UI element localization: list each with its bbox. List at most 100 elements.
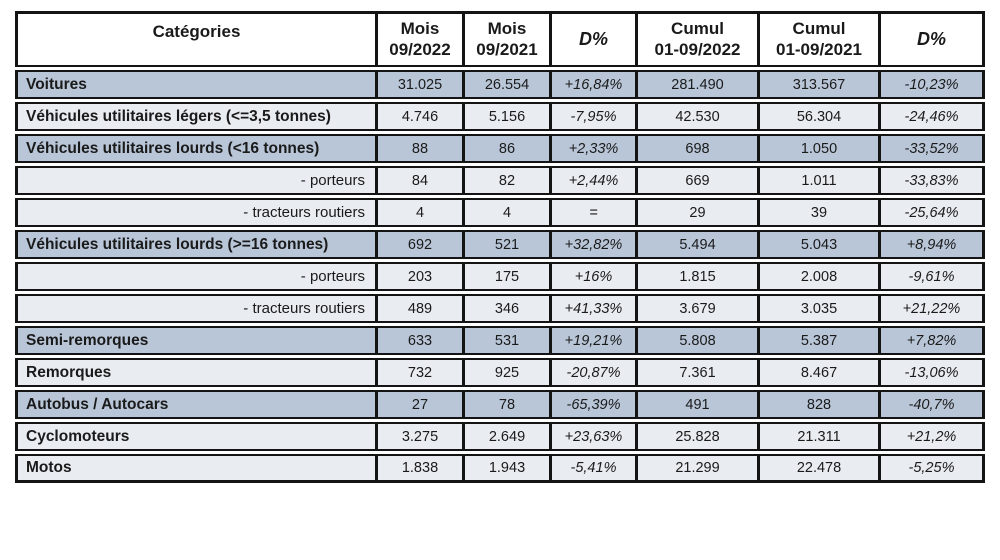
column-header-categories: Catégories [15, 11, 375, 67]
table-row: - tracteurs routiers 489 346 +41,33% 3.6… [15, 294, 985, 323]
table-row: Véhicules utilitaires lourds (>=16 tonne… [15, 230, 985, 259]
delta-month-cell: +19,21% [549, 326, 635, 355]
table-header: Catégories Mois 09/2022 Mois 09/2021 D% … [15, 11, 985, 67]
table-row: Véhicules utilitaires lourds (<16 tonnes… [15, 134, 985, 163]
delta-cumul-cell: -33,83% [878, 166, 985, 195]
month-2022-cell: 3.275 [375, 422, 462, 451]
cumul-2021-cell: 39 [757, 198, 878, 227]
table-row: Cyclomoteurs 3.275 2.649 +23,63% 25.828 … [15, 422, 985, 451]
month-2022-cell: 88 [375, 134, 462, 163]
delta-month-cell: +41,33% [549, 294, 635, 323]
month-2021-cell: 5.156 [462, 102, 549, 131]
cumul-2022-cell: 5.808 [635, 326, 757, 355]
category-cell: Véhicules utilitaires lourds (>=16 tonne… [15, 230, 375, 259]
delta-cumul-cell: -5,25% [878, 454, 985, 483]
delta-cumul-cell: -13,06% [878, 358, 985, 387]
delta-cumul-cell: +21,22% [878, 294, 985, 323]
cumul-2021-cell: 313.567 [757, 70, 878, 99]
category-cell: Cyclomoteurs [15, 422, 375, 451]
month-2022-cell: 27 [375, 390, 462, 419]
column-header-delta-cumul: D% [878, 11, 985, 67]
month-2022-cell: 4.746 [375, 102, 462, 131]
header-line: Cumul [671, 18, 724, 38]
cumul-2022-cell: 1.815 [635, 262, 757, 291]
delta-month-cell: +23,63% [549, 422, 635, 451]
header-line: 01-09/2022 [654, 39, 741, 59]
cumul-2021-cell: 1.011 [757, 166, 878, 195]
cumul-2022-cell: 29 [635, 198, 757, 227]
delta-cumul-cell: -10,23% [878, 70, 985, 99]
cumul-2022-cell: 42.530 [635, 102, 757, 131]
month-2021-cell: 82 [462, 166, 549, 195]
table-row: Remorques 732 925 -20,87% 7.361 8.467 -1… [15, 358, 985, 387]
column-header-cumul-2022: Cumul 01-09/2022 [635, 11, 757, 67]
month-2021-cell: 4 [462, 198, 549, 227]
delta-month-cell: +2,44% [549, 166, 635, 195]
table-row: Motos 1.838 1.943 -5,41% 21.299 22.478 -… [15, 454, 985, 483]
month-2022-cell: 203 [375, 262, 462, 291]
month-2021-cell: 531 [462, 326, 549, 355]
header-line: Cumul [792, 18, 846, 38]
month-2022-cell: 633 [375, 326, 462, 355]
category-cell: Véhicules utilitaires lourds (<16 tonnes… [15, 134, 375, 163]
cumul-2021-cell: 2.008 [757, 262, 878, 291]
table-row: - porteurs 84 82 +2,44% 669 1.011 -33,83… [15, 166, 985, 195]
header-line: 09/2021 [476, 39, 538, 59]
month-2022-cell: 732 [375, 358, 462, 387]
delta-cumul-cell: -9,61% [878, 262, 985, 291]
header-line: Mois [487, 18, 527, 38]
month-2022-cell: 31.025 [375, 70, 462, 99]
cumul-2021-cell: 21.311 [757, 422, 878, 451]
category-cell: Motos [15, 454, 375, 483]
header-row: Catégories Mois 09/2022 Mois 09/2021 D% … [15, 11, 985, 67]
month-2021-cell: 925 [462, 358, 549, 387]
category-cell: Véhicules utilitaires légers (<=3,5 tonn… [15, 102, 375, 131]
column-header-delta-month: D% [549, 11, 635, 67]
month-2021-cell: 175 [462, 262, 549, 291]
delta-cumul-cell: +21,2% [878, 422, 985, 451]
delta-cumul-cell: -33,52% [878, 134, 985, 163]
cumul-2022-cell: 5.494 [635, 230, 757, 259]
table-row: Semi-remorques 633 531 +19,21% 5.808 5.3… [15, 326, 985, 355]
cumul-2021-cell: 828 [757, 390, 878, 419]
cumul-2021-cell: 5.043 [757, 230, 878, 259]
table-row: Autobus / Autocars 27 78 -65,39% 491 828… [15, 390, 985, 419]
delta-month-cell: +16,84% [549, 70, 635, 99]
category-cell: Semi-remorques [15, 326, 375, 355]
category-cell: Voitures [15, 70, 375, 99]
header-line: 01-09/2021 [775, 39, 863, 59]
delta-month-cell: +2,33% [549, 134, 635, 163]
category-cell: - porteurs [15, 262, 375, 291]
cumul-2021-cell: 5.387 [757, 326, 878, 355]
month-2021-cell: 521 [462, 230, 549, 259]
table-body: Voitures 31.025 26.554 +16,84% 281.490 3… [15, 70, 985, 483]
header-line: 09/2022 [389, 39, 451, 59]
category-cell: Autobus / Autocars [15, 390, 375, 419]
delta-cumul-cell: -25,64% [878, 198, 985, 227]
cumul-2022-cell: 7.361 [635, 358, 757, 387]
cumul-2021-cell: 8.467 [757, 358, 878, 387]
month-2021-cell: 346 [462, 294, 549, 323]
table-row: Voitures 31.025 26.554 +16,84% 281.490 3… [15, 70, 985, 99]
delta-month-cell: -65,39% [549, 390, 635, 419]
table-row: - tracteurs routiers 4 4 = 29 39 -25,64% [15, 198, 985, 227]
column-header-mois-2021: Mois 09/2021 [462, 11, 549, 67]
cumul-2022-cell: 491 [635, 390, 757, 419]
month-2021-cell: 2.649 [462, 422, 549, 451]
delta-cumul-cell: -24,46% [878, 102, 985, 131]
delta-month-cell: = [549, 198, 635, 227]
category-cell: - tracteurs routiers [15, 198, 375, 227]
delta-cumul-cell: +7,82% [878, 326, 985, 355]
cumul-2022-cell: 698 [635, 134, 757, 163]
month-2022-cell: 692 [375, 230, 462, 259]
month-2021-cell: 1.943 [462, 454, 549, 483]
delta-cumul-cell: +8,94% [878, 230, 985, 259]
month-2022-cell: 4 [375, 198, 462, 227]
delta-cumul-cell: -40,7% [878, 390, 985, 419]
month-2021-cell: 78 [462, 390, 549, 419]
registrations-table: Catégories Mois 09/2022 Mois 09/2021 D% … [15, 8, 985, 486]
category-cell: - porteurs [15, 166, 375, 195]
cumul-2022-cell: 21.299 [635, 454, 757, 483]
delta-month-cell: +32,82% [549, 230, 635, 259]
header-line: Mois [400, 18, 440, 38]
